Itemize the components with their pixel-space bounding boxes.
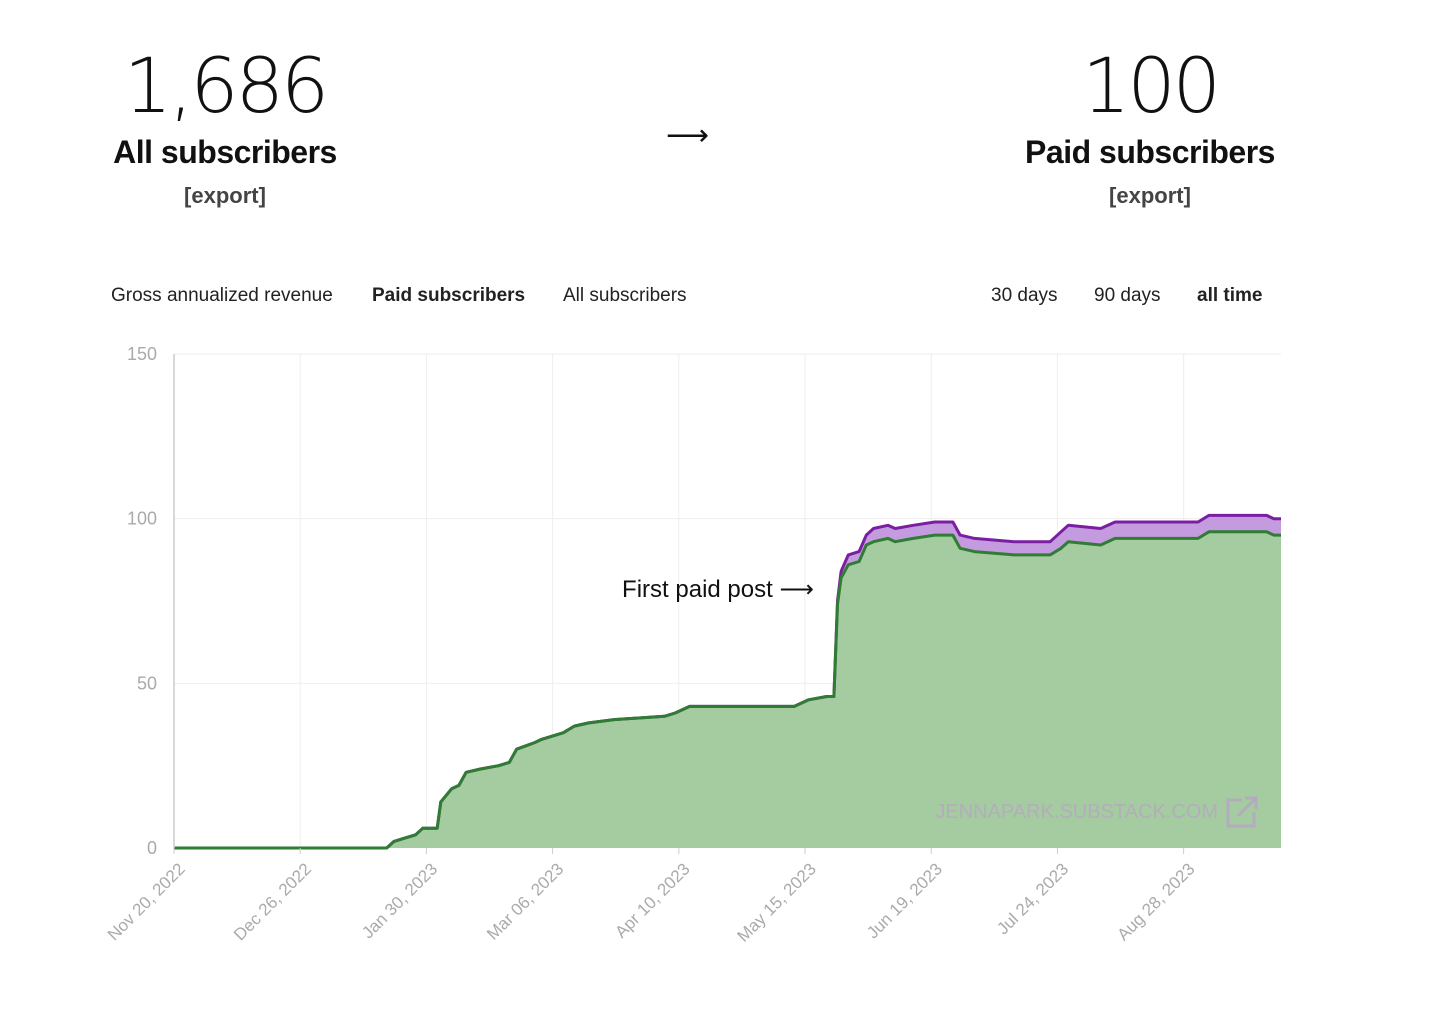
tab-all-time[interactable]: all time xyxy=(1197,285,1263,306)
all-subscribers-stat: 1,686 All subscribers [export] xyxy=(75,48,375,209)
series-1-area xyxy=(174,531,1281,848)
x-tick-label: Nov 20, 2022 xyxy=(104,859,189,944)
annotation-first-paid-post: First paid post ⟶ xyxy=(622,576,814,603)
all-subscribers-count: 1,686 xyxy=(123,41,330,130)
arrow-icon: ⟶ xyxy=(666,119,710,152)
y-tick-label: 0 xyxy=(147,838,157,858)
external-link-icon xyxy=(1226,796,1258,828)
tab-30-days[interactable]: 30 days xyxy=(991,285,1058,306)
x-tick-label: Jan 30, 2023 xyxy=(358,859,441,942)
x-tick-label: Jun 19, 2023 xyxy=(863,859,946,942)
paid-subscribers-label: Paid subscribers xyxy=(1025,134,1275,170)
x-tick-label: Apr 10, 2023 xyxy=(611,859,693,941)
paid-subscribers-export-link[interactable]: [export] xyxy=(1109,183,1191,208)
x-tick-label: Mar 06, 2023 xyxy=(483,859,567,943)
x-tick-label: Aug 28, 2023 xyxy=(1114,859,1199,944)
series-1-line xyxy=(174,530,1281,850)
watermark-text: JENNAPARK.SUBSTACK.COM xyxy=(935,801,1218,823)
paid-subscribers-stat: 100 Paid subscribers [export] xyxy=(1000,48,1300,209)
tab-paid-subscribers[interactable]: Paid subscribers xyxy=(372,285,526,306)
tab-all-subscribers[interactable]: All subscribers xyxy=(563,285,687,306)
x-tick-label: Dec 26, 2022 xyxy=(230,859,315,944)
paid-subscribers-count: 100 xyxy=(1081,41,1221,130)
x-tick-label: Jul 24, 2023 xyxy=(993,859,1072,938)
all-subscribers-label: All subscribers xyxy=(113,134,337,170)
y-tick-label: 150 xyxy=(127,344,157,364)
tab-90-days[interactable]: 90 days xyxy=(1094,285,1161,306)
y-tick-label: 50 xyxy=(137,673,157,693)
all-subscribers-export-link[interactable]: [export] xyxy=(184,183,266,208)
y-tick-label: 100 xyxy=(127,509,157,529)
x-tick-label: May 15, 2023 xyxy=(734,859,820,945)
tab-gross-annualized-revenue[interactable]: Gross annualized revenue xyxy=(111,285,333,306)
